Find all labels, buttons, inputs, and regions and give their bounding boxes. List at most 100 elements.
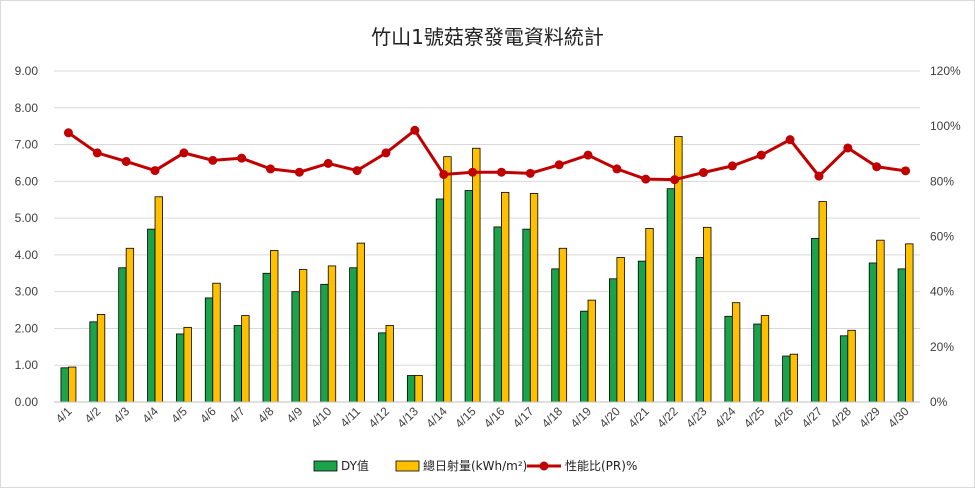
y-right-tick-label: 40%: [930, 285, 954, 299]
pr-point: [901, 166, 911, 176]
pr-point: [208, 155, 218, 165]
x-tick-label: 4/24: [712, 404, 739, 431]
pr-point: [843, 143, 853, 153]
irradiance-bar: [327, 265, 337, 403]
dy-bar: [666, 188, 676, 403]
legend-swatch: [313, 460, 338, 472]
irradiance-bar: [125, 247, 135, 403]
y-right-tick-label: 80%: [930, 174, 954, 188]
pr-point: [872, 162, 882, 172]
irradiance-bar: [818, 201, 827, 403]
x-tick-label: 4/15: [452, 404, 479, 431]
x-tick-label: 4/29: [856, 404, 883, 431]
pr-point: [410, 125, 420, 135]
x-tick-label: 4/9: [284, 404, 306, 426]
dy-bar: [637, 260, 647, 403]
x-tick-label: 4/1: [53, 404, 75, 426]
y-right-tick-label: 100%: [930, 119, 961, 133]
dy-bar: [147, 228, 156, 403]
pr-point: [468, 167, 478, 177]
x-tick-label: 4/26: [770, 404, 797, 431]
pr-point: [525, 168, 535, 178]
legend-label: 性能比(PR)%: [565, 459, 637, 473]
x-tick-label: 4/13: [395, 404, 422, 431]
pr-point: [439, 169, 449, 179]
dy-bar: [118, 267, 127, 403]
dy-bar: [580, 310, 589, 403]
gridlines: [54, 70, 920, 403]
x-tick-label: 4/16: [481, 404, 508, 431]
irradiance-bar: [616, 257, 625, 403]
dy-bar: [464, 190, 473, 403]
dy-bar: [175, 333, 185, 403]
pr-point: [699, 168, 708, 178]
pr-point: [612, 164, 622, 174]
x-tick-label: 4/18: [539, 404, 566, 431]
y-right-tick-label: 20%: [930, 340, 954, 354]
x-tick-label: 4/27: [799, 404, 826, 431]
y-left-tick-label: 5.00: [15, 211, 39, 225]
pr-point: [583, 150, 593, 160]
pr-point: [496, 167, 506, 177]
y-left-tick-label: 8.00: [15, 101, 39, 115]
pr-point: [150, 166, 160, 176]
irradiance-bar: [645, 228, 654, 403]
dy-bar: [753, 323, 762, 403]
dy-bar: [89, 321, 98, 403]
irradiance-bar: [905, 243, 914, 403]
x-tick-label: 4/11: [337, 404, 363, 430]
pr-point: [670, 175, 680, 185]
x-tick-label: 4/8: [255, 404, 277, 426]
irradiance-bar: [385, 325, 394, 403]
irradiance-bar: [847, 329, 856, 403]
irradiance-bar: [731, 302, 741, 403]
x-tick-label: 4/19: [568, 404, 595, 431]
x-tick-label: 4/14: [423, 404, 450, 431]
pr-line-path: [67, 128, 906, 182]
bars: [60, 136, 914, 403]
x-tick-label: 4/25: [741, 404, 768, 431]
dy-bar: [493, 226, 502, 403]
pr-point: [756, 150, 766, 160]
dy-bar: [782, 355, 791, 403]
irradiance-bar: [443, 156, 452, 403]
pr-point: [323, 158, 333, 168]
pr-point: [179, 148, 189, 158]
dy-bar: [811, 237, 820, 403]
pr-point: [121, 156, 131, 166]
x-tick-label: 4/30: [885, 404, 912, 431]
pr-point: [266, 164, 275, 174]
pr-point: [237, 153, 247, 163]
y-left-tick-label: 2.00: [15, 321, 39, 335]
pr-point: [641, 174, 651, 184]
irradiance-bar: [472, 147, 481, 403]
pr-point: [63, 128, 73, 138]
dy-bar: [204, 297, 214, 403]
irradiance-bar: [558, 247, 568, 403]
irradiance-bar: [183, 326, 192, 403]
dy-bar: [522, 228, 531, 403]
y-right-tick-label: 0%: [930, 395, 948, 409]
x-tick-label: 4/17: [510, 404, 537, 431]
dy-bar: [839, 335, 849, 403]
y-left-tick-label: 4.00: [15, 248, 39, 262]
irradiance-bar: [212, 282, 221, 403]
y-left-tick-label: 9.00: [15, 64, 39, 78]
irradiance-bar: [760, 315, 770, 403]
pr-point: [352, 166, 362, 176]
irradiance-bar: [270, 250, 279, 403]
pr-point: [294, 167, 304, 177]
irradiance-bar: [587, 299, 596, 403]
dy-bar: [724, 315, 733, 403]
irradiance-bar: [529, 193, 539, 403]
irradiance-bar: [356, 242, 366, 403]
legend-label: 總日射量(kWh/m²): [423, 458, 527, 473]
dy-bar: [291, 291, 300, 403]
chart-title: 竹山1號菇寮發電資料統計: [371, 25, 604, 49]
x-tick-label: 4/6: [197, 404, 219, 426]
dy-bar: [695, 257, 704, 403]
pr-point: [554, 160, 564, 170]
x-tick-label: 4/12: [366, 404, 393, 431]
